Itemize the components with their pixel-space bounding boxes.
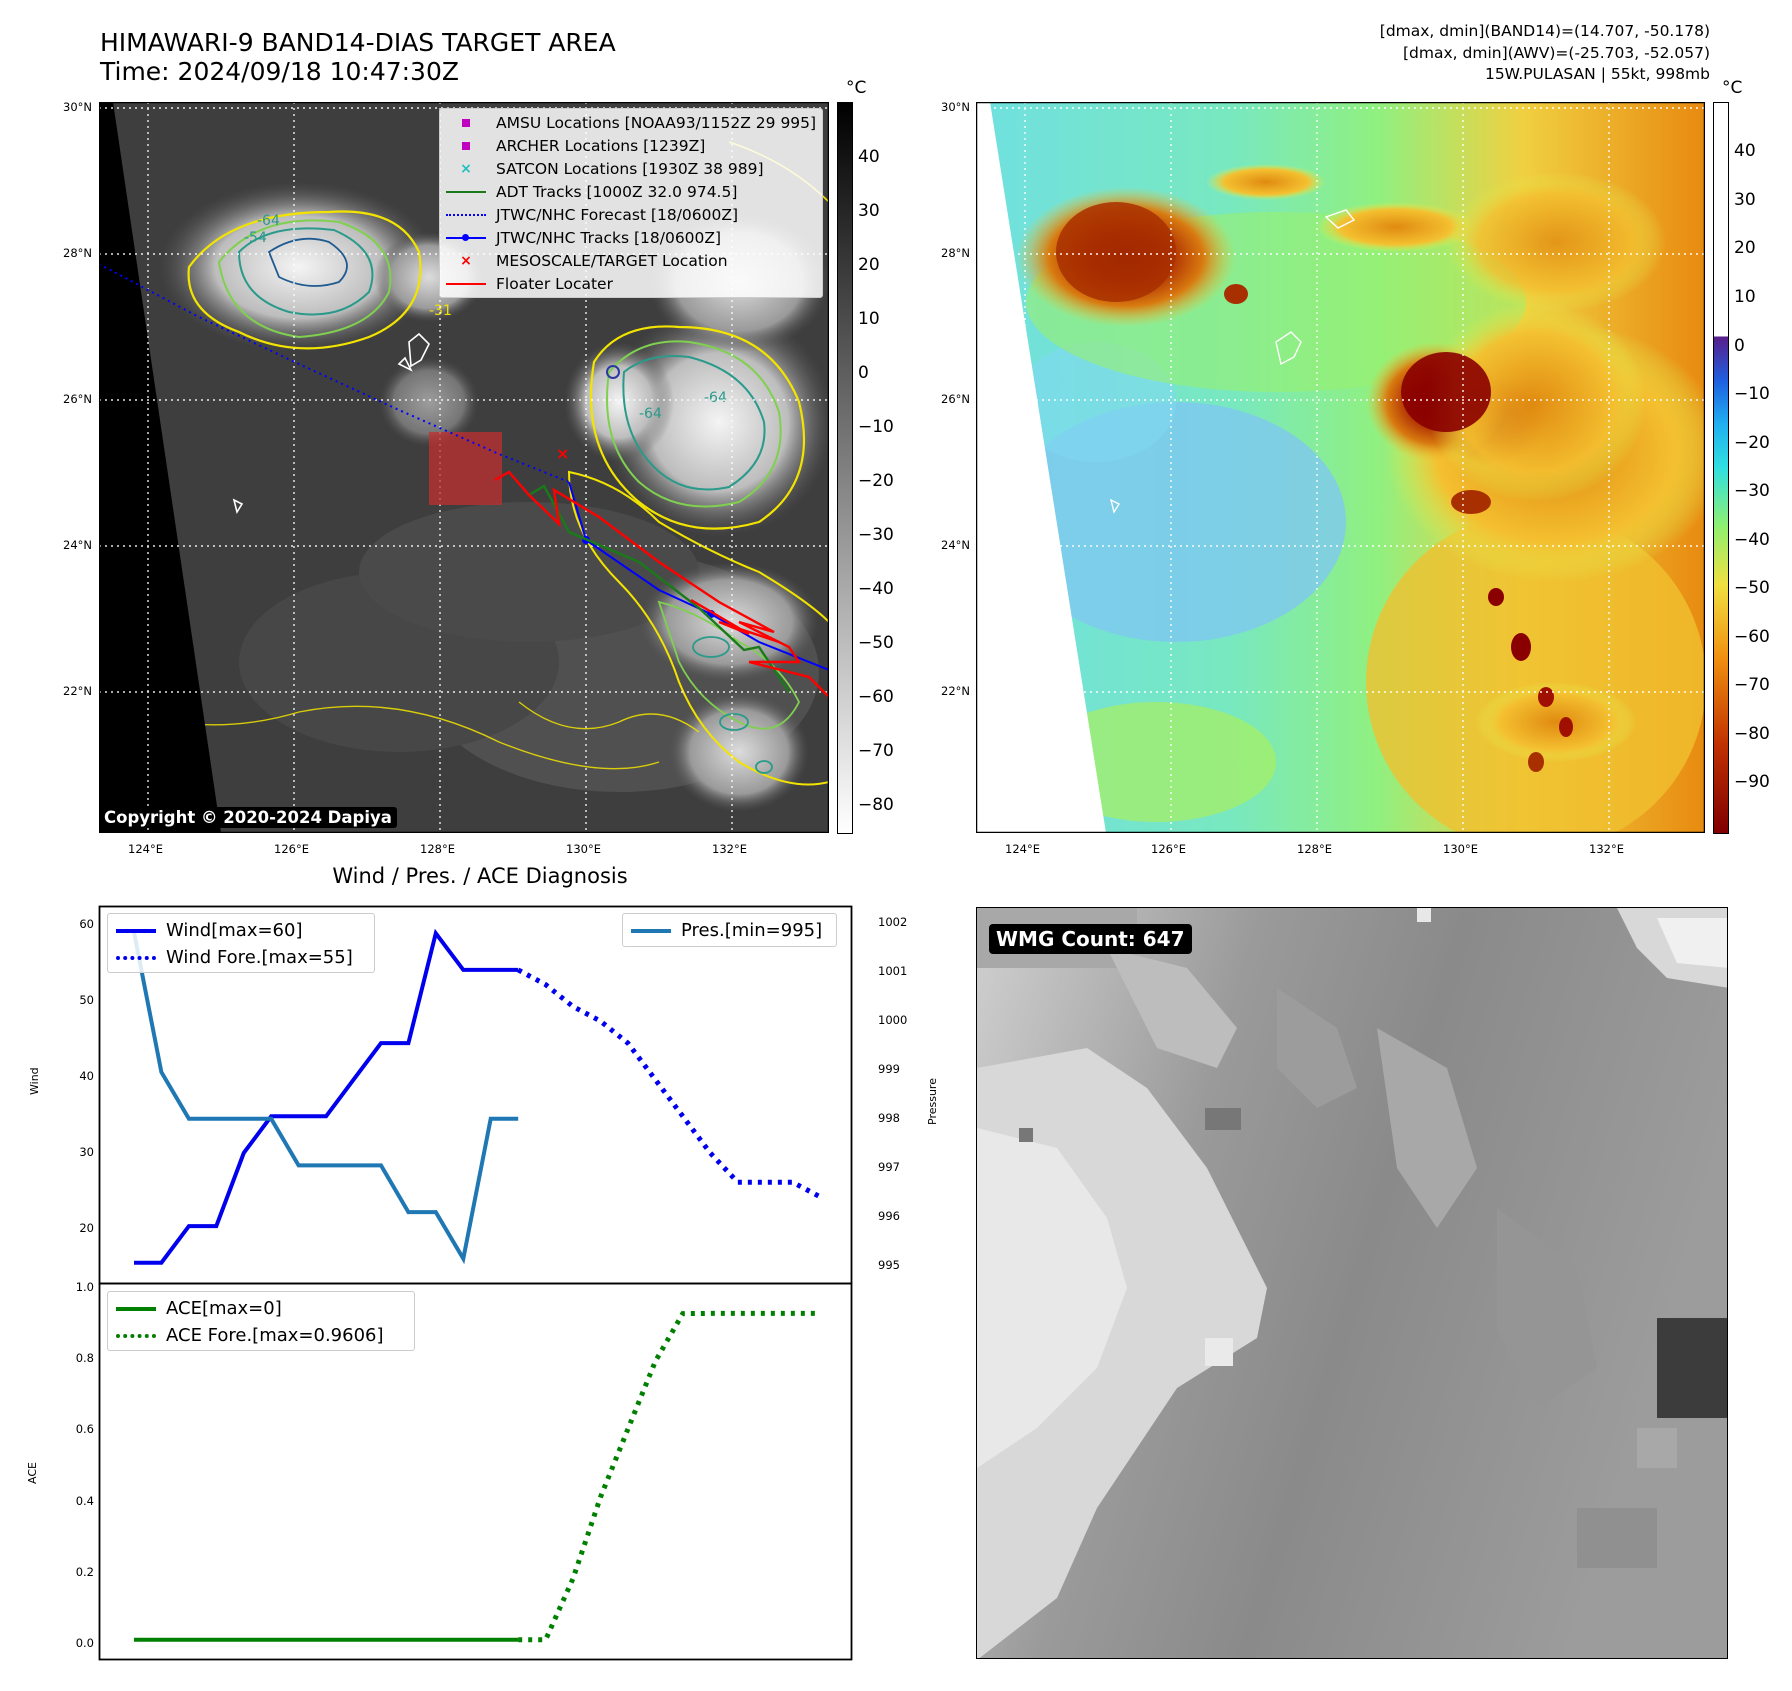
wind-series-1-line (518, 970, 820, 1197)
pressure-legend: Pres.[min=995] (622, 913, 837, 947)
ace-tick: 0.2 (76, 1565, 94, 1579)
wind-tick: 50 (79, 993, 94, 1007)
ace-legend: ACE[max=0] ACE Fore.[max=0.9606] (107, 1291, 415, 1351)
ace-tick: 0.4 (76, 1494, 94, 1508)
wind-tick: 40 (79, 1069, 94, 1083)
legend-item-ace: ACE[max=0] (114, 1295, 408, 1322)
line-marker-icon (114, 1303, 158, 1315)
wind-axis-label: Wind (28, 1067, 41, 1095)
wind-tick: 30 (79, 1145, 94, 1159)
wmg-panel: WMG Count: 647 (976, 907, 1728, 1659)
dotted-line-icon (114, 1330, 158, 1342)
wind-tick: 20 (79, 1221, 94, 1235)
legend-item-ace-fore: ACE Fore.[max=0.9606] (114, 1322, 408, 1349)
ace-tick: 0.8 (76, 1351, 94, 1365)
ace-tick: 0.6 (76, 1422, 94, 1436)
ace-tick: 0.0 (76, 1636, 94, 1650)
legend-item-wind: Wind[max=60] (114, 917, 368, 944)
pressure-tick: 1001 (878, 964, 907, 978)
pressure-tick: 1002 (878, 915, 907, 929)
wmg-image (977, 908, 1728, 1659)
dotted-line-icon (114, 952, 158, 964)
line-marker-icon (629, 925, 673, 937)
ace-axis-label: ACE (26, 1462, 39, 1484)
wind-tick: 60 (79, 917, 94, 931)
legend-item-wind-fore: Wind Fore.[max=55] (114, 944, 368, 971)
pressure-series-0-line (134, 932, 518, 1258)
wmg-count-label: WMG Count: 647 (989, 924, 1192, 954)
pressure-tick: 997 (878, 1160, 900, 1174)
line-marker-icon (114, 925, 158, 937)
pressure-tick: 1000 (878, 1013, 907, 1027)
wind-legend: Wind[max=60] Wind Fore.[max=55] (107, 913, 375, 973)
pressure-axis-label: Pressure (926, 1078, 939, 1125)
ace-tick: 1.0 (76, 1280, 94, 1294)
pressure-tick: 995 (878, 1258, 900, 1272)
legend-item-pressure: Pres.[min=995] (629, 917, 830, 944)
wind-series-0-line (134, 933, 518, 1262)
pressure-tick: 999 (878, 1062, 900, 1076)
ace-series-1-line (518, 1313, 820, 1639)
pressure-tick: 996 (878, 1209, 900, 1223)
pressure-tick: 998 (878, 1111, 900, 1125)
